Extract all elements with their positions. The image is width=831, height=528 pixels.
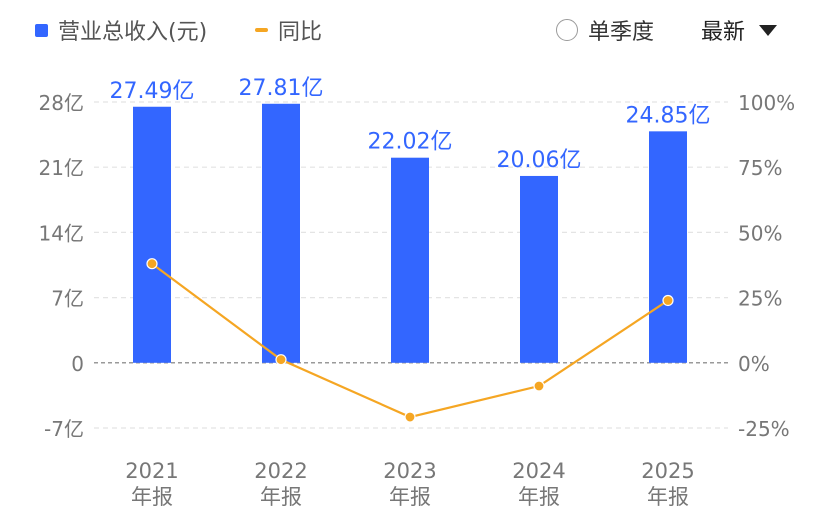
- y-right-tick-label: 0%: [738, 352, 770, 376]
- x-tick-label-year: 2024: [512, 459, 565, 483]
- bar: [649, 131, 687, 363]
- sort-dropdown-label: 最新: [701, 20, 746, 45]
- bar: [520, 175, 558, 363]
- triangle-down-icon[interactable]: [759, 24, 778, 36]
- y-right-tick-label: -25%: [738, 417, 790, 441]
- legend-item-revenue[interactable]: 营业总收入(元): [35, 14, 207, 46]
- legend-label-yoy: 同比: [278, 20, 323, 45]
- quarter-toggle[interactable]: 单季度: [556, 14, 654, 46]
- y-right-tick-label: 75%: [738, 156, 782, 180]
- y-right-tick-label: 100%: [738, 91, 795, 115]
- y-left-tick-label: 21亿: [39, 156, 84, 180]
- bar: [262, 103, 300, 363]
- y-right-tick-label: 50%: [738, 221, 782, 245]
- bar-data-label: 22.02亿: [368, 130, 453, 155]
- legend-row: 营业总收入(元) 同比 单季度 最新: [0, 0, 831, 60]
- x-tick-label-year: 2022: [254, 459, 307, 483]
- y-left-tick-label: 7亿: [51, 287, 84, 311]
- y-left-tick-label: -7亿: [44, 417, 84, 441]
- yoy-point: [275, 354, 287, 366]
- y-left-tick-label: 14亿: [39, 221, 84, 245]
- yoy-point: [662, 294, 674, 307]
- bar-data-label: 27.81亿: [239, 76, 324, 101]
- x-tick-label-period: 年报: [518, 485, 560, 509]
- y-left-tick-label: 28亿: [39, 91, 84, 115]
- x-tick-label-year: 2021: [125, 459, 178, 483]
- sort-dropdown[interactable]: 最新: [701, 14, 778, 46]
- y-right-tick-label: 25%: [738, 287, 782, 311]
- x-tick-label-period: 年报: [647, 485, 689, 509]
- x-tick-label-period: 年报: [389, 485, 431, 509]
- yoy-point: [146, 258, 158, 270]
- radio-icon[interactable]: [556, 19, 578, 41]
- legend-swatch-yoy: [255, 28, 268, 32]
- yoy-point: [533, 380, 545, 392]
- y-left-tick-label: 0: [71, 352, 84, 376]
- legend-swatch-revenue: [35, 23, 48, 37]
- legend-label-revenue: 营业总收入(元): [58, 20, 208, 45]
- x-tick-label-period: 年报: [131, 485, 173, 509]
- bar-data-label: 20.06亿: [497, 148, 582, 173]
- legend-item-yoy[interactable]: 同比: [255, 14, 322, 46]
- yoy-point: [404, 411, 416, 423]
- x-tick-label-year: 2025: [641, 459, 694, 483]
- bar: [133, 106, 171, 363]
- quarter-toggle-label: 单季度: [588, 20, 655, 45]
- x-tick-label-period: 年报: [260, 485, 302, 509]
- bar: [391, 157, 429, 363]
- x-tick-label-year: 2023: [383, 459, 436, 483]
- bar-data-label: 27.49亿: [110, 79, 195, 104]
- bar-data-label: 24.85亿: [626, 103, 711, 128]
